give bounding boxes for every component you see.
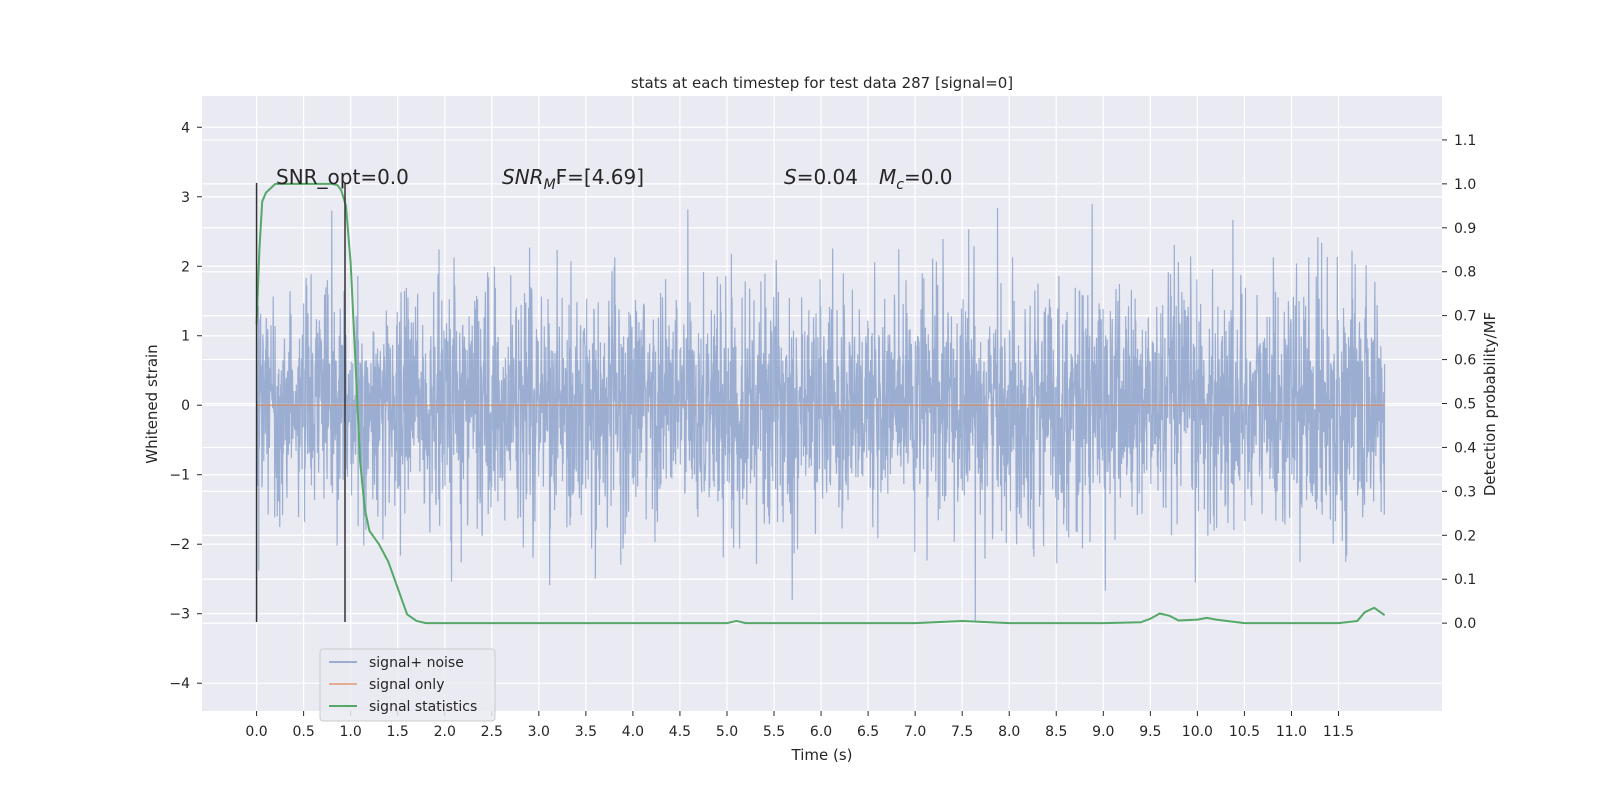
x-tick-label: 0.5 — [292, 724, 314, 740]
legend-label-signal-noise: signal+ noise — [369, 655, 464, 671]
x-tick-label: 4.5 — [669, 724, 691, 740]
x-tick-label: 8.5 — [1045, 724, 1067, 740]
y-left-tick-label: 2 — [181, 259, 190, 275]
x-tick-label: 5.0 — [716, 724, 738, 740]
mc-sub: c — [896, 177, 904, 193]
snr-mf-var: SNR — [502, 165, 544, 189]
x-axis-label: Time (s) — [791, 746, 853, 764]
snr-opt-annotation: SNR_opt=0.0 — [276, 165, 409, 189]
y-right-tick-label: 0.5 — [1454, 397, 1476, 413]
x-tick-label: 6.0 — [810, 724, 832, 740]
mc-rest: =0.0 — [904, 165, 953, 189]
x-tick-label: 2.5 — [481, 724, 503, 740]
y-left-tick-label: −3 — [169, 607, 190, 623]
x-tick-label: 7.0 — [904, 724, 926, 740]
y-left-tick-label: −2 — [169, 537, 190, 553]
s-rest: =0.04 — [797, 165, 858, 189]
snr-mf-annotation: SNRMF=[4.69] — [502, 165, 644, 193]
x-tick-label: 4.0 — [622, 724, 644, 740]
y-left-tick-label: −4 — [169, 676, 190, 692]
y-right-tick-label: 1.0 — [1454, 177, 1476, 193]
y-left-tick-label: 0 — [181, 398, 190, 414]
y-left-tick-label: 3 — [181, 190, 190, 206]
y-axis-left-label: Whitened strain — [143, 344, 161, 463]
x-tick-label: 1.5 — [387, 724, 409, 740]
x-tick-label: 10.0 — [1182, 724, 1213, 740]
x-tick-label: 7.5 — [951, 724, 973, 740]
x-tick-label: 9.5 — [1139, 724, 1161, 740]
legend: signal+ noise signal only signal statist… — [319, 648, 496, 722]
y-left-tick-label: 4 — [181, 120, 190, 136]
x-tick-label: 5.5 — [763, 724, 785, 740]
y-right-tick-label: 0.1 — [1454, 572, 1476, 588]
legend-label-signal-only: signal only — [369, 677, 444, 693]
s-annotation: S=0.04 — [784, 165, 858, 189]
x-tick-label: 3.5 — [575, 724, 597, 740]
y-right-tick-label: 0.7 — [1454, 309, 1476, 325]
x-tick-label: 0.0 — [245, 724, 267, 740]
x-tick-label: 9.0 — [1092, 724, 1114, 740]
x-tick-label: 11.0 — [1276, 724, 1307, 740]
y-left-tick-label: −1 — [169, 468, 190, 484]
series-signal-noise — [255, 204, 1386, 622]
axes: 0.0 0.5 1.0 1.5 2.0 2.5 3.0 3.5 4.0 4.5 5.0 5.5 6.0 6… — [169, 120, 1476, 740]
mc-var: M — [879, 165, 896, 189]
y-right-tick-label: 0.3 — [1454, 484, 1476, 500]
x-tick-label: 1.0 — [340, 724, 362, 740]
y-right-tick-label: 0.6 — [1454, 353, 1476, 369]
y-right-tick-label: 0.8 — [1454, 265, 1476, 281]
legend-box — [319, 648, 496, 722]
s-var: S — [784, 165, 797, 189]
y-right-tick-label: 0.4 — [1454, 440, 1476, 456]
x-tick-label: 10.5 — [1229, 724, 1260, 740]
y-right-tick-label: 0.9 — [1454, 221, 1476, 237]
y-axis-right-label: Detection probability/MF — [1481, 312, 1499, 496]
x-tick-label: 8.0 — [998, 724, 1020, 740]
snr-mf-sub: M — [544, 177, 556, 193]
y-right-tick-label: 1.1 — [1454, 133, 1476, 149]
snr-mf-rest: F=[4.69] — [556, 165, 644, 189]
x-tick-label: 3.0 — [528, 724, 550, 740]
legend-label-signal-statistics: signal statistics — [369, 699, 477, 715]
x-tick-label: 11.5 — [1323, 724, 1354, 740]
x-tick-label: 2.0 — [434, 724, 456, 740]
y-right-tick-label: 0.0 — [1454, 616, 1476, 632]
series-layer — [255, 182, 1386, 625]
vertical-markers — [255, 182, 346, 623]
y-left-tick-label: 1 — [181, 329, 190, 345]
x-tick-label: 6.5 — [857, 724, 879, 740]
mc-annotation: Mc=0.0 — [879, 165, 953, 193]
chart-title: stats at each timestep for test data 287… — [631, 74, 1013, 92]
y-right-tick-label: 0.2 — [1454, 528, 1476, 544]
series-signal-statistics — [255, 182, 1386, 625]
